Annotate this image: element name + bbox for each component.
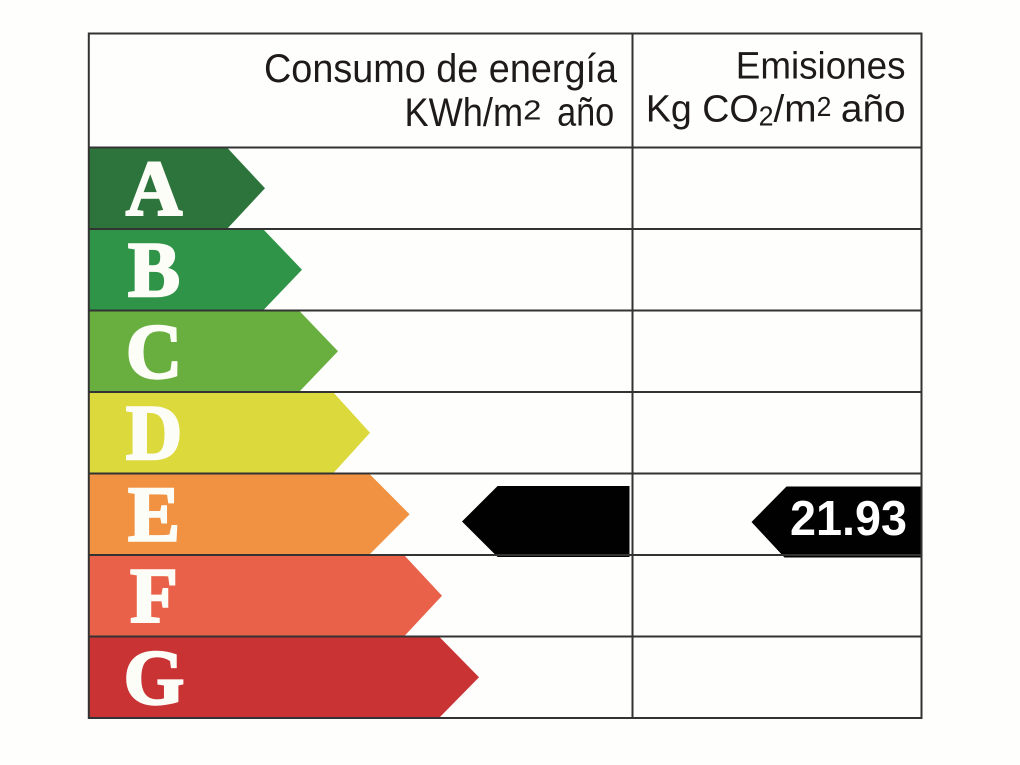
svg-text:E: E bbox=[128, 470, 180, 557]
svg-text:D: D bbox=[126, 389, 182, 476]
svg-text:año: año bbox=[557, 91, 614, 135]
svg-text:Emisiones: Emisiones bbox=[736, 46, 906, 88]
svg-text:B: B bbox=[128, 226, 180, 313]
svg-text:A: A bbox=[126, 144, 182, 231]
svg-text:2: 2 bbox=[523, 95, 541, 126]
svg-text:2: 2 bbox=[817, 91, 832, 122]
svg-text:/m: /m bbox=[774, 88, 817, 130]
svg-text:KWh/m: KWh/m bbox=[405, 91, 524, 135]
svg-text:G: G bbox=[124, 633, 185, 720]
svg-text:21.93: 21.93 bbox=[790, 492, 907, 546]
svg-text:año: año bbox=[841, 88, 906, 130]
svg-text:2: 2 bbox=[759, 100, 774, 131]
svg-text:F: F bbox=[130, 552, 178, 639]
svg-text:Consumo de energía: Consumo de energía bbox=[264, 47, 618, 91]
svg-text:Kg CO: Kg CO bbox=[646, 88, 759, 130]
svg-text:C: C bbox=[126, 307, 182, 394]
